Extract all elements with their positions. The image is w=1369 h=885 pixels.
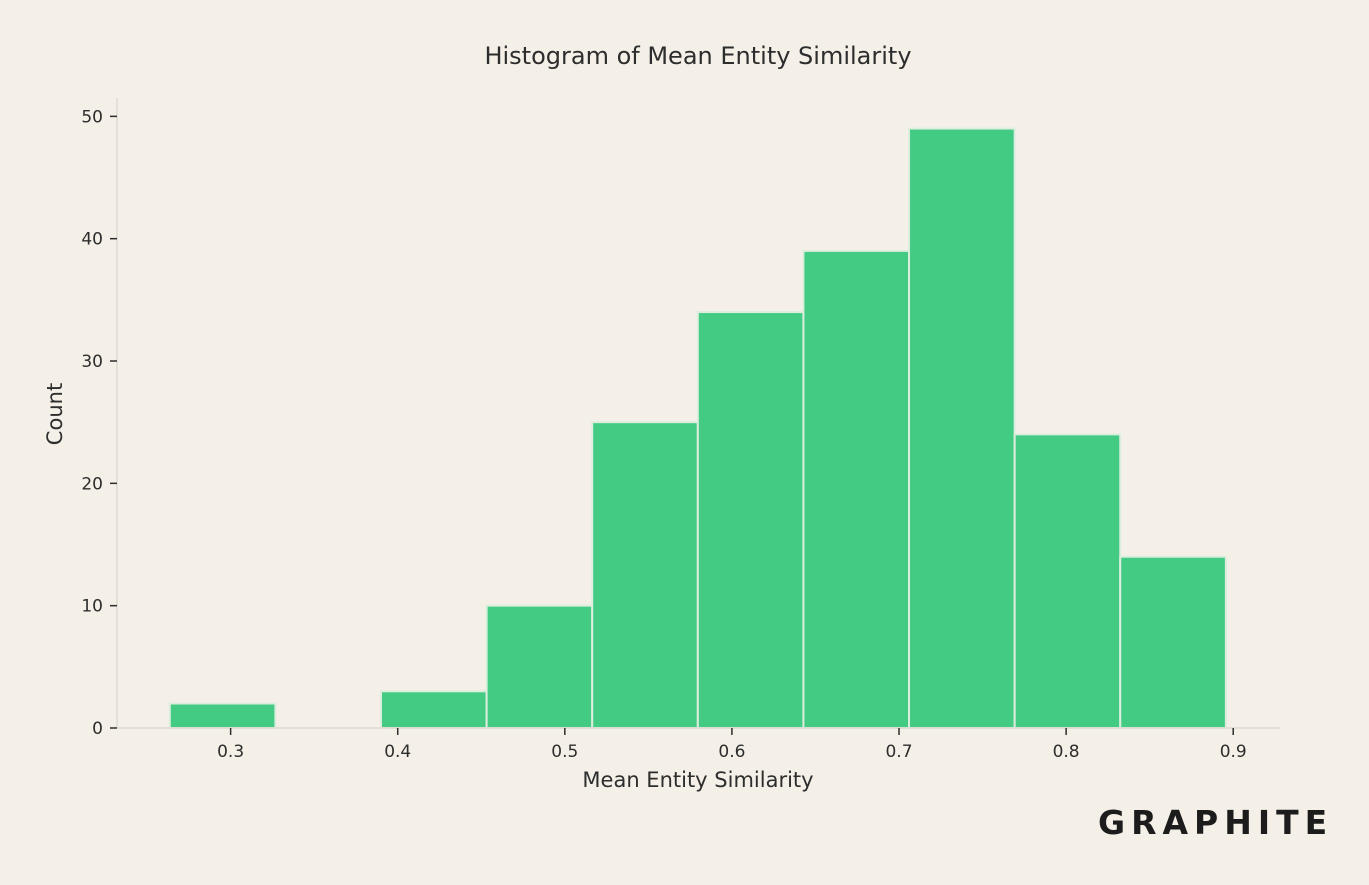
x-tick-label: 0.3 [217,742,244,762]
bars-group [168,127,1227,730]
x-tick-label: 0.9 [1220,742,1247,762]
graphite-logo: GRAPHITE [1098,803,1334,842]
histogram-bar-7 [908,127,1016,729]
chart-title: Histogram of Mean Entity Similarity [484,42,911,70]
x-tick-label: 0.6 [718,742,745,762]
histogram-bar-6 [802,249,911,729]
x-tick-label: 0.8 [1053,742,1080,762]
histogram-bar-8 [1013,433,1122,729]
y-tick-label: 0 [92,719,103,739]
histogram-bar-2 [380,690,488,729]
histogram-bar-3 [485,604,594,730]
x-tick-label: 0.7 [885,742,912,762]
y-tick-label: 10 [81,597,103,617]
x-tick-label: 0.5 [551,742,578,762]
y-tick-label: 20 [81,474,103,494]
x-tick-label: 0.4 [384,742,411,762]
x-axis-label: Mean Entity Similarity [582,768,813,792]
y-ticks-group: 0 10 20 30 40 50 [81,107,117,739]
histogram-bar-5 [696,311,805,729]
y-tick-label: 30 [81,352,103,372]
x-ticks-group: 0.3 0.4 0.5 0.6 0.7 0.8 0.9 [217,728,1247,762]
histogram-bar-9 [1119,555,1227,729]
y-tick-label: 50 [81,107,103,127]
histogram-bar-0 [168,702,277,730]
y-axis-label: Count [43,383,67,445]
y-tick-label: 40 [81,230,103,250]
histogram-bar-4 [591,421,699,729]
